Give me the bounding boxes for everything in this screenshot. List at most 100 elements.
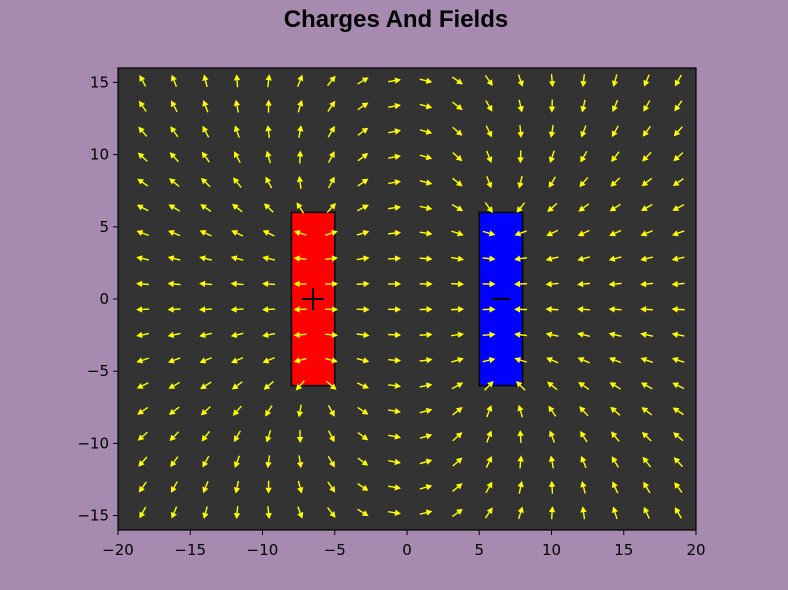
field-arrow xyxy=(546,357,559,364)
field-arrow xyxy=(138,481,147,493)
field-arrow xyxy=(672,407,684,416)
field-arrow xyxy=(388,331,402,339)
field-arrow xyxy=(608,331,622,338)
field-arrow xyxy=(517,429,524,443)
field-arrow xyxy=(293,331,307,339)
field-arrow xyxy=(357,483,369,491)
field-arrow xyxy=(296,175,304,189)
field-arrow xyxy=(419,154,433,161)
field-arrow xyxy=(293,357,307,364)
x-tick-label: 20 xyxy=(686,541,705,559)
field-arrow xyxy=(672,178,684,187)
field-arrow xyxy=(293,306,307,313)
field-arrow xyxy=(265,74,272,88)
field-arrow xyxy=(580,455,587,469)
field-arrow xyxy=(327,100,336,112)
field-arrow xyxy=(548,176,557,188)
field-arrow xyxy=(577,229,590,237)
field-arrow xyxy=(357,178,369,187)
field-arrow xyxy=(640,203,653,212)
field-arrow xyxy=(200,204,212,213)
field-arrow xyxy=(265,125,272,139)
field-arrow xyxy=(610,177,621,187)
field-arrow xyxy=(201,151,210,163)
field-arrow xyxy=(611,125,619,138)
field-arrow xyxy=(608,306,622,313)
field-arrow xyxy=(451,508,463,518)
field-arrow xyxy=(136,255,150,262)
field-arrow xyxy=(296,455,304,469)
field-arrow xyxy=(452,483,463,492)
field-arrow xyxy=(609,229,622,237)
field-arrow xyxy=(263,203,274,213)
charge-positive-marker xyxy=(302,288,325,310)
field-arrow xyxy=(295,380,305,391)
field-arrow xyxy=(485,150,493,163)
field-arrow xyxy=(296,150,304,164)
field-arrow xyxy=(611,481,619,494)
field-arrow xyxy=(548,506,556,520)
field-arrow xyxy=(356,331,370,339)
field-arrow xyxy=(611,506,618,520)
field-arrow xyxy=(199,306,213,313)
field-arrow xyxy=(325,280,339,288)
field-arrow xyxy=(545,306,559,313)
field-arrow xyxy=(327,481,336,493)
field-arrow xyxy=(548,124,556,138)
field-arrow xyxy=(517,74,524,87)
field-arrow xyxy=(231,230,244,237)
field-arrow xyxy=(138,100,147,112)
field-arrow xyxy=(167,280,181,288)
field-arrow xyxy=(137,406,149,415)
field-arrow xyxy=(137,178,149,187)
field-arrow xyxy=(579,406,589,417)
field-arrow xyxy=(547,381,558,391)
field-arrow xyxy=(577,280,591,288)
field-arrow xyxy=(673,432,684,442)
field-arrow xyxy=(327,430,335,443)
field-arrow xyxy=(577,306,591,313)
field-arrow xyxy=(419,230,433,237)
field-arrow xyxy=(297,480,304,494)
field-arrow xyxy=(199,280,213,288)
field-arrow xyxy=(673,126,683,137)
field-arrow xyxy=(169,152,179,163)
field-arrow xyxy=(673,457,684,468)
field-arrow xyxy=(578,381,590,390)
field-arrow xyxy=(674,100,683,112)
field-arrow xyxy=(419,128,433,135)
field-arrow xyxy=(517,480,524,494)
field-arrow xyxy=(296,404,304,418)
y-axis: −15 −10 −5 0 5 10 15 xyxy=(77,73,118,525)
field-arrow xyxy=(514,280,528,288)
y-tick-label: −15 xyxy=(77,507,109,525)
field-arrow xyxy=(136,357,149,364)
field-arrow xyxy=(326,380,337,390)
field-arrow xyxy=(643,481,651,494)
field-arrow xyxy=(388,306,402,313)
field-arrow xyxy=(452,457,463,467)
field-arrow xyxy=(611,456,620,468)
field-arrow xyxy=(327,405,335,417)
field-arrow xyxy=(484,202,493,214)
field-arrow xyxy=(580,430,588,443)
field-arrow xyxy=(136,204,149,212)
field-arrow xyxy=(167,357,181,364)
field-arrow xyxy=(514,306,528,313)
field-arrow xyxy=(170,481,178,493)
field-arrow xyxy=(233,74,241,88)
x-tick-label: 0 xyxy=(402,541,412,559)
field-arrow xyxy=(580,99,587,113)
charge-markers xyxy=(302,288,510,310)
field-arrow xyxy=(296,202,305,214)
field-arrow xyxy=(356,255,370,262)
field-arrow xyxy=(262,331,276,339)
field-arrow xyxy=(640,382,653,390)
field-arrow xyxy=(640,255,654,262)
field-arrow xyxy=(419,382,433,389)
field-arrow xyxy=(170,456,179,468)
field-arrow xyxy=(232,405,242,416)
field-arrow xyxy=(419,204,433,211)
y-tick-label: 0 xyxy=(99,290,109,308)
field-arrow xyxy=(548,99,556,113)
